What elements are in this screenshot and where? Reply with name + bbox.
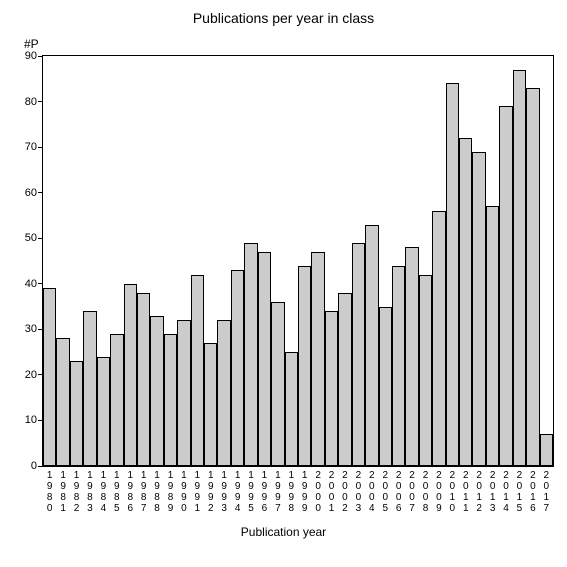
- bar: [513, 70, 526, 466]
- x-tick-label: 2003: [352, 466, 365, 514]
- x-tick-label: 2015: [513, 466, 526, 514]
- bar: [540, 434, 553, 466]
- x-tick-label: 1990: [177, 466, 190, 514]
- bar: [285, 352, 298, 466]
- x-tick-label: 2013: [486, 466, 499, 514]
- x-tick-label: 1984: [97, 466, 110, 514]
- y-tick-label: 70: [25, 141, 43, 153]
- chart-title: Publications per year in class: [0, 10, 567, 26]
- x-tick-label: 1988: [150, 466, 163, 514]
- bar: [298, 266, 311, 466]
- x-tick-label: 2010: [446, 466, 459, 514]
- x-tick-label: 1986: [124, 466, 137, 514]
- chart-container: Publications per year in class #P 010203…: [0, 0, 567, 567]
- x-tick-label: 2012: [472, 466, 485, 514]
- x-tick-label: 2017: [540, 466, 553, 514]
- bar: [311, 252, 324, 466]
- bar: [83, 311, 96, 466]
- bar: [177, 320, 190, 466]
- x-axis-label: Publication year: [0, 525, 567, 539]
- x-tick-label: 1981: [56, 466, 69, 514]
- bar: [244, 243, 257, 466]
- y-tick-label: 50: [25, 232, 43, 244]
- bar: [191, 275, 204, 466]
- x-tick-label: 2008: [419, 466, 432, 514]
- bar: [432, 211, 445, 466]
- x-tick-label: 2016: [526, 466, 539, 514]
- x-tick-label: 1994: [231, 466, 244, 514]
- x-tick-label: 1987: [137, 466, 150, 514]
- x-tick-label: 1991: [191, 466, 204, 514]
- bar: [526, 88, 539, 466]
- bar: [70, 361, 83, 466]
- y-tick-label: 10: [25, 414, 43, 426]
- bar: [446, 83, 459, 466]
- y-tick-label: 40: [25, 278, 43, 290]
- x-tick-label: 2005: [379, 466, 392, 514]
- x-tick-label: 1993: [217, 466, 230, 514]
- bar: [137, 293, 150, 466]
- x-tick-label: 2000: [311, 466, 324, 514]
- bar: [56, 338, 69, 466]
- bar: [352, 243, 365, 466]
- y-tick-label: 60: [25, 187, 43, 199]
- bar: [258, 252, 271, 466]
- bar: [459, 138, 472, 466]
- x-tick-label: 2011: [459, 466, 472, 514]
- x-tick-label: 2007: [405, 466, 418, 514]
- x-tick-label: 2014: [499, 466, 512, 514]
- x-tick-label: 2009: [432, 466, 445, 514]
- x-tick-label: 1985: [110, 466, 123, 514]
- x-tick-label: 1995: [244, 466, 257, 514]
- y-tick-label: 80: [25, 96, 43, 108]
- y-tick-label: 30: [25, 323, 43, 335]
- bar: [338, 293, 351, 466]
- bar: [110, 334, 123, 466]
- plot-area: 0102030405060708090198019811982198319841…: [42, 55, 554, 467]
- bar: [271, 302, 284, 466]
- bar: [419, 275, 432, 466]
- bar: [365, 225, 378, 466]
- x-tick-label: 1980: [43, 466, 56, 514]
- x-tick-label: 1999: [298, 466, 311, 514]
- x-tick-label: 1992: [204, 466, 217, 514]
- y-tick-label: 0: [31, 460, 43, 472]
- bar: [486, 206, 499, 466]
- x-tick-label: 1989: [164, 466, 177, 514]
- bar: [231, 270, 244, 466]
- y-tick-label: 90: [25, 50, 43, 62]
- bar: [97, 357, 110, 466]
- bar: [150, 316, 163, 466]
- x-tick-label: 2004: [365, 466, 378, 514]
- bar: [379, 307, 392, 466]
- x-tick-label: 1996: [258, 466, 271, 514]
- bar: [204, 343, 217, 466]
- bar: [405, 247, 418, 466]
- x-tick-label: 2001: [325, 466, 338, 514]
- bar: [164, 334, 177, 466]
- x-tick-label: 2006: [392, 466, 405, 514]
- bar: [392, 266, 405, 466]
- x-tick-label: 1983: [83, 466, 96, 514]
- bar: [472, 152, 485, 466]
- y-axis-label: #P: [24, 37, 39, 51]
- bar: [499, 106, 512, 466]
- x-tick-label: 2002: [338, 466, 351, 514]
- x-tick-label: 1997: [271, 466, 284, 514]
- bar: [124, 284, 137, 466]
- x-tick-label: 1998: [285, 466, 298, 514]
- y-tick-label: 20: [25, 369, 43, 381]
- bar: [43, 288, 56, 466]
- x-tick-label: 1982: [70, 466, 83, 514]
- bar: [325, 311, 338, 466]
- bar: [217, 320, 230, 466]
